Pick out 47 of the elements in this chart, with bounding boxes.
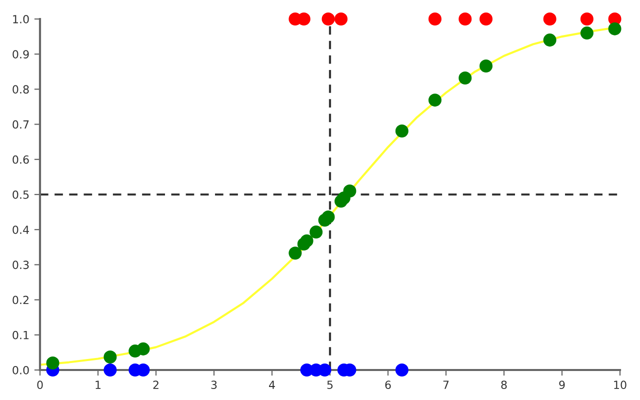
x-tick-label: 10: [614, 380, 626, 390]
point: [580, 26, 594, 40]
y-tick-label: 0.8: [12, 85, 29, 94]
point: [334, 12, 348, 26]
point: [580, 12, 594, 26]
y-tick-label: 0.4: [12, 226, 29, 234]
point: [608, 22, 622, 36]
point: [104, 363, 117, 377]
point: [480, 60, 493, 73]
point: [458, 12, 472, 26]
x-tick-label: 7: [443, 380, 449, 389]
point: [428, 12, 442, 26]
y-tick-label: 1.0: [13, 14, 29, 24]
y-tick-label: 0.0: [12, 366, 29, 374]
point: [458, 71, 472, 84]
x-tick-label: 9: [559, 380, 565, 390]
x-tick-label: 8: [501, 380, 507, 390]
point: [46, 356, 60, 370]
point: [543, 12, 556, 26]
point: [322, 210, 335, 224]
y-tick-label: 0.9: [12, 50, 29, 58]
x-tick-label: 2: [153, 380, 158, 389]
point: [428, 94, 442, 107]
x-tick-label: 0: [37, 380, 43, 390]
y-tick-label: 0.5: [12, 190, 29, 199]
point: [395, 363, 408, 377]
point: [543, 34, 556, 47]
point: [310, 226, 323, 239]
x-tick-label: 6: [385, 380, 391, 390]
point: [395, 124, 408, 138]
point: [343, 184, 356, 198]
point: [300, 234, 314, 248]
y-tick-label: 0.7: [12, 120, 29, 129]
y-tick-label: 0.2: [12, 296, 28, 304]
y-tick-label: 0.3: [12, 260, 29, 270]
point: [136, 342, 150, 356]
y-tick-label: 0.1: [12, 330, 29, 340]
point: [480, 12, 493, 26]
point: [288, 246, 302, 260]
x-tick-label: 5: [327, 380, 333, 390]
x-tick-label: 4: [269, 380, 275, 389]
y-tick-label: 0.6: [12, 155, 29, 164]
x-tick-label: 1: [96, 380, 101, 389]
x-tick-label: 3: [211, 380, 217, 390]
point: [322, 12, 335, 26]
point: [318, 363, 332, 377]
point: [104, 350, 117, 364]
